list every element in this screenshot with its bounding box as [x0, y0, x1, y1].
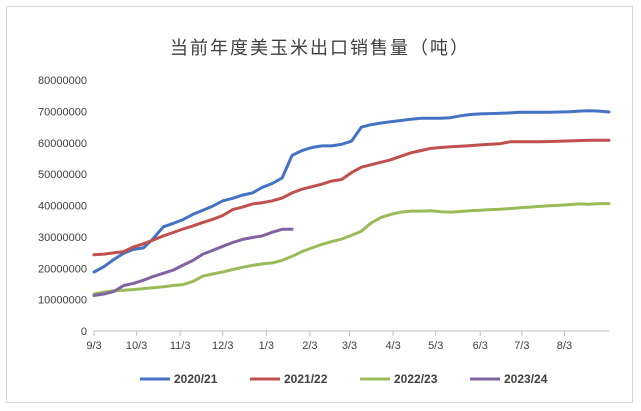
series-layer: [92, 109, 611, 297]
y-tick-label: 0: [81, 326, 87, 338]
series-line-2021-22: [92, 138, 611, 257]
y-tick-label: 70000000: [38, 106, 87, 118]
x-tick-label: 4/3: [385, 340, 400, 352]
chart-frame: 当前年度美玉米出口销售量（吨） 0 10000000 20000000 3000000…: [6, 6, 633, 403]
y-tick-label: 10000000: [38, 295, 87, 307]
x-tick-label: 11/3: [170, 340, 191, 352]
legend: 2020/21 2021/22 2022/23 2023/24: [140, 372, 548, 386]
y-tick-label: 50000000: [38, 169, 87, 181]
y-tick-label: 80000000: [38, 75, 87, 87]
legend-label: 2020/21: [174, 372, 218, 386]
chart-title: 当前年度美玉米出口销售量（吨）: [170, 38, 470, 59]
series-line-2022-23: [92, 202, 611, 296]
x-tick-label: 9/3: [86, 340, 101, 352]
x-tick-label: 7/3: [514, 340, 529, 352]
x-tick-label: 3/3: [342, 340, 357, 352]
y-axis: 0 10000000 20000000 30000000 40000000 5000000…: [38, 75, 87, 338]
x-tick-label: 1/3: [259, 340, 274, 352]
x-axis: 9/3 10/3 11/3 12/3 1/3 2/3 3/3 4/3 5/3 6/3 7/3 8/3: [86, 330, 609, 352]
legend-label: 2021/22: [284, 372, 328, 386]
x-tick-label: 8/3: [557, 340, 572, 352]
y-tick-label: 20000000: [38, 263, 87, 275]
x-tick-label: 6/3: [473, 340, 488, 352]
legend-label: 2022/23: [394, 372, 438, 386]
y-tick-label: 60000000: [38, 138, 87, 150]
series-line-2020-21: [92, 109, 611, 274]
x-tick-label: 5/3: [428, 340, 443, 352]
y-tick-label: 30000000: [38, 232, 87, 244]
legend-label: 2023/24: [504, 372, 548, 386]
series-line-2023-24: [92, 227, 294, 297]
line-chart: 当前年度美玉米出口销售量（吨） 0 10000000 20000000 3000000…: [38, 38, 611, 386]
x-tick-label: 12/3: [212, 340, 233, 352]
y-tick-label: 40000000: [38, 201, 87, 213]
x-tick-label: 10/3: [126, 340, 147, 352]
x-tick-label: 2/3: [302, 340, 317, 352]
